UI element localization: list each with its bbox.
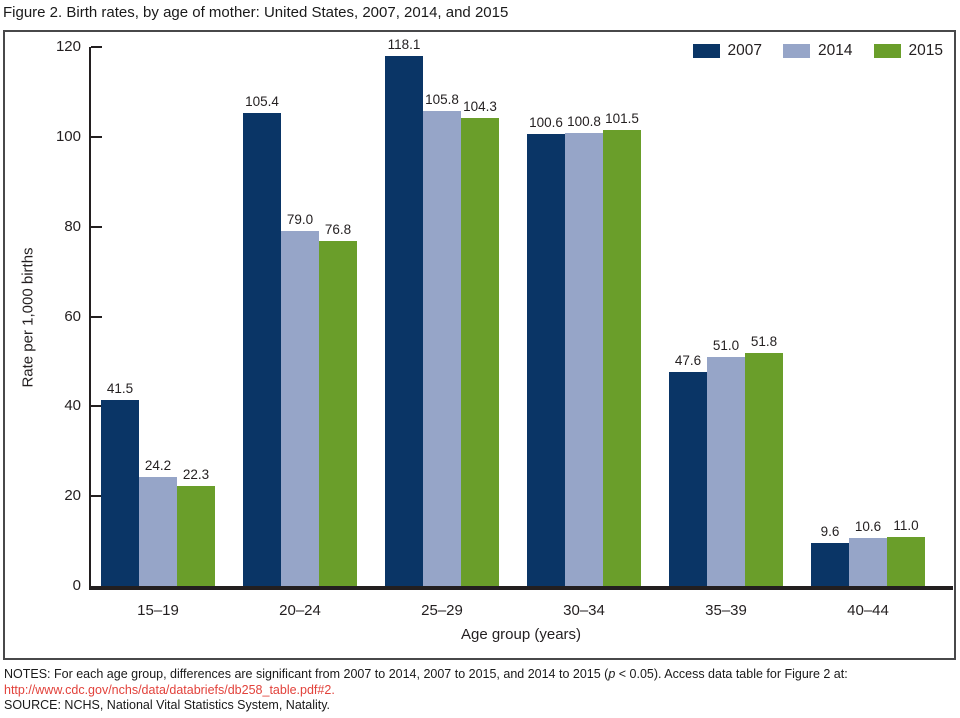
bar-2015-35-39	[745, 353, 783, 586]
legend-swatch-icon	[873, 44, 901, 58]
bar-2014-25-29	[423, 110, 461, 586]
source-line: SOURCE: NCHS, National Vital Statistics …	[4, 698, 331, 712]
bar-2007-40-44	[811, 542, 849, 586]
y-tick-label: 40	[64, 397, 81, 415]
x-category-label: 40–44	[847, 602, 889, 619]
bar-2007-20-24	[243, 112, 281, 586]
y-tick-mark	[91, 225, 102, 228]
x-category-label: 35–39	[705, 602, 747, 619]
bar-2014-30-34	[565, 133, 603, 586]
plot-area: 41.5 24.2 22.3 105.4 79.0 76.8 118.1 105.8 104.3…	[93, 37, 949, 586]
bar-value-label: 104.3	[463, 98, 497, 114]
bar-value-label: 24.2	[144, 458, 172, 474]
notes-text: NOTES: For each age group, differences a…	[4, 667, 609, 681]
bar-value-label: 9.6	[820, 523, 840, 539]
notes-text-after: < 0.05). Access data table for Figure 2 …	[615, 667, 848, 681]
notes-line: NOTES: For each age group, differences a…	[4, 667, 848, 683]
legend-item-2015: 2015	[873, 42, 943, 60]
x-axis-line	[89, 586, 953, 590]
bar-2015-30-34	[603, 130, 641, 586]
y-tick-mark	[91, 315, 102, 318]
bar-value-label: 105.4	[245, 93, 279, 109]
y-axis-line	[89, 47, 91, 590]
link-period: .	[331, 682, 335, 697]
y-tick-mark	[91, 495, 102, 498]
bar-2014-35-39	[707, 356, 745, 586]
bar-group-25-29: 118.1 105.8 104.3	[385, 37, 499, 586]
bar-value-label: 51.8	[750, 334, 778, 350]
data-table-link[interactable]: http://www.cdc.gov/nchs/data/databriefs/…	[4, 682, 332, 697]
bar-group-40-44: 9.6 10.6 11.0	[811, 47, 925, 586]
legend-item-2007: 2007	[692, 42, 763, 60]
y-tick-label: 120	[55, 38, 81, 55]
y-tick-label: 20	[64, 487, 81, 505]
notes-block: NOTES: For each age group, differences a…	[4, 667, 848, 714]
bar-value-label: 100.8	[567, 114, 601, 130]
y-tick-label: 80	[64, 217, 81, 235]
bar-value-label: 22.3	[182, 466, 210, 482]
legend-swatch-icon	[783, 44, 811, 58]
bar-value-label: 76.8	[324, 222, 352, 238]
bar-2007-30-34	[527, 134, 565, 586]
y-tick-mark	[91, 46, 102, 48]
bar-group-30-34: 100.6 100.8 101.5	[527, 47, 641, 586]
bar-2007-15-19	[101, 399, 139, 586]
x-category-label: 15–19	[137, 602, 179, 619]
legend-label: 2014	[818, 42, 853, 59]
y-tick-label: 60	[64, 307, 81, 325]
bar-value-label: 105.8	[425, 91, 459, 107]
y-tick-mark	[91, 135, 102, 138]
legend: 2007 2014 2015	[692, 42, 943, 60]
chart-frame: Rate per 1,000 births 0 20 40 60 80 100 120 41…	[3, 30, 956, 660]
bar-value-label: 41.5	[106, 380, 134, 396]
p-value-symbol: p	[608, 667, 616, 681]
bar-2007-25-29	[385, 55, 423, 586]
figure-title: Figure 2. Birth rates, by age of mother:…	[3, 4, 509, 21]
bar-value-label: 47.6	[674, 353, 702, 369]
y-tick-mark	[91, 405, 102, 408]
bar-value-label: 79.0	[286, 212, 314, 228]
bar-group-20-24: 105.4 79.0 76.8	[243, 47, 357, 586]
legend-label: 2015	[908, 42, 943, 59]
legend-label: 2007	[727, 42, 763, 59]
x-category-label: 25–29	[421, 602, 463, 619]
bar-value-label: 100.6	[529, 115, 563, 131]
bar-2014-15-19	[139, 477, 177, 586]
bar-value-label: 101.5	[605, 111, 639, 127]
bar-2014-40-44	[849, 538, 887, 586]
x-category-label: 20–24	[279, 602, 321, 619]
y-tick-label: 0	[72, 577, 81, 594]
notes-link-line: http://www.cdc.gov/nchs/data/databriefs/…	[4, 683, 848, 699]
bar-2015-15-19	[177, 485, 215, 586]
bar-value-label: 118.1	[387, 36, 421, 52]
x-axis-title: Age group (years)	[460, 626, 582, 643]
y-tick-label: 100	[55, 127, 81, 145]
bar-value-label: 11.0	[893, 517, 919, 533]
bar-2015-40-44	[887, 536, 925, 586]
legend-swatch-icon	[692, 44, 720, 58]
bar-2007-35-39	[669, 372, 707, 586]
bar-group-35-39: 47.6 51.0 51.8	[669, 47, 783, 586]
bar-value-label: 51.0	[712, 337, 740, 353]
bar-2015-20-24	[319, 241, 357, 586]
legend-item-2014: 2014	[783, 42, 853, 60]
bar-group-15-19: 41.5 24.2 22.3	[101, 47, 215, 586]
bar-value-label: 10.6	[854, 519, 882, 535]
x-category-label: 30–34	[563, 602, 605, 619]
bar-2014-20-24	[281, 231, 319, 586]
bar-2015-25-29	[461, 117, 499, 586]
